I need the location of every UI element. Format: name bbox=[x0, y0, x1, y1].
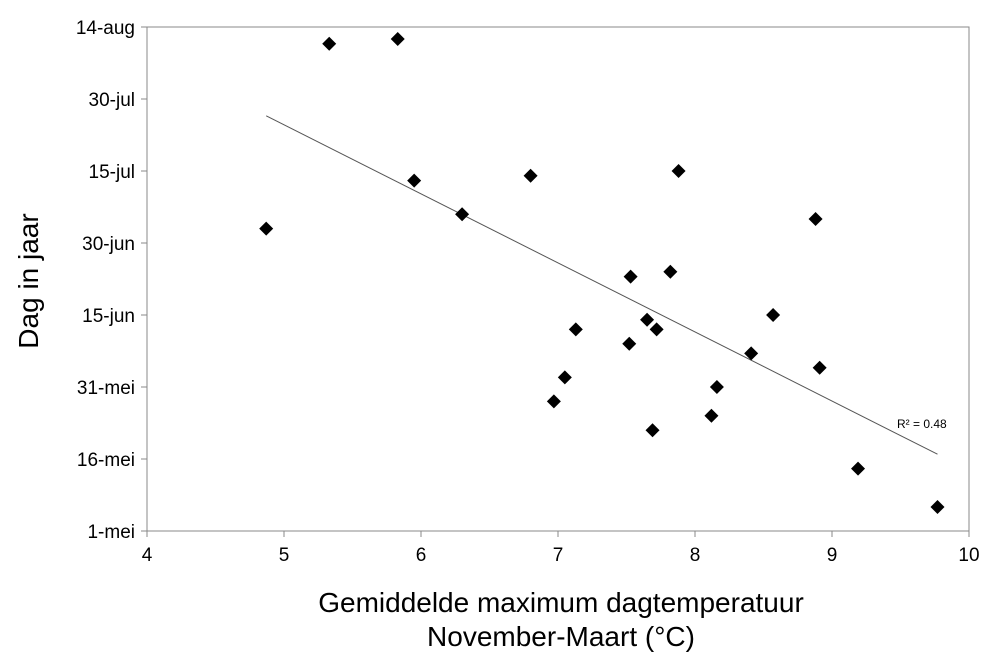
data-point-diamond bbox=[930, 500, 945, 514]
data-point-diamond bbox=[523, 168, 538, 183]
x-axis-title-line-1: Gemiddelde maximum dagtemperatuur bbox=[318, 587, 804, 618]
data-point-diamond bbox=[671, 164, 686, 178]
plot-area-border bbox=[146, 26, 970, 532]
data-point-diamond bbox=[455, 207, 470, 222]
data-points bbox=[259, 32, 945, 514]
data-point-diamond bbox=[851, 461, 866, 476]
x-axis-title-line-2: November-Maart (°C) bbox=[427, 621, 695, 652]
data-point-diamond bbox=[568, 322, 583, 337]
data-point-diamond bbox=[640, 312, 655, 327]
x-tick-label: 9 bbox=[827, 545, 838, 566]
data-point-diamond bbox=[744, 346, 759, 361]
x-tick-label: 4 bbox=[142, 545, 153, 566]
x-tick-label: 6 bbox=[416, 545, 427, 566]
data-point-diamond bbox=[808, 212, 823, 226]
data-point-diamond bbox=[709, 380, 724, 394]
y-tick-label: 1-mei bbox=[87, 522, 135, 543]
data-point-diamond bbox=[322, 36, 337, 51]
y-tick-label: 30-jun bbox=[82, 234, 135, 255]
x-tick-label: 7 bbox=[553, 545, 564, 566]
data-point-diamond bbox=[407, 173, 422, 188]
data-point-diamond bbox=[766, 308, 781, 322]
data-point-diamond bbox=[649, 322, 664, 337]
data-point-diamond bbox=[390, 32, 405, 46]
data-point-diamond bbox=[623, 269, 638, 284]
y-axis-title: Dag in jaar bbox=[13, 213, 44, 348]
y-tick-label: 15-jul bbox=[89, 162, 135, 183]
data-point-diamond bbox=[704, 408, 719, 423]
y-tick-label: 15-jun bbox=[82, 306, 135, 327]
y-tick-label: 14-aug bbox=[76, 18, 135, 39]
data-point-diamond bbox=[622, 336, 637, 351]
trendline-layer bbox=[265, 115, 938, 455]
x-axis-ticks: 4 5 6 7 8 9 10 bbox=[142, 531, 980, 566]
y-axis-ticks: 1-mei 16-mei 31-mei 15-jun 30-jun 15-jul 30-ju… bbox=[76, 18, 147, 543]
data-point-diamond bbox=[557, 370, 572, 385]
trendline bbox=[265, 115, 938, 455]
data-point-diamond bbox=[259, 221, 274, 236]
r-squared-annotation: R² = 0.48 bbox=[897, 417, 947, 431]
y-tick-label: 31-mei bbox=[77, 378, 135, 399]
data-point-diamond bbox=[812, 360, 827, 375]
data-point-diamond bbox=[645, 423, 660, 438]
x-tick-label: 10 bbox=[958, 545, 979, 566]
data-point-diamond bbox=[663, 264, 678, 279]
data-point-diamond bbox=[546, 394, 561, 409]
x-tick-label: 5 bbox=[279, 545, 290, 566]
y-tick-label: 30-jul bbox=[89, 90, 135, 111]
y-tick-label: 16-mei bbox=[77, 450, 135, 471]
x-tick-label: 8 bbox=[690, 545, 701, 566]
